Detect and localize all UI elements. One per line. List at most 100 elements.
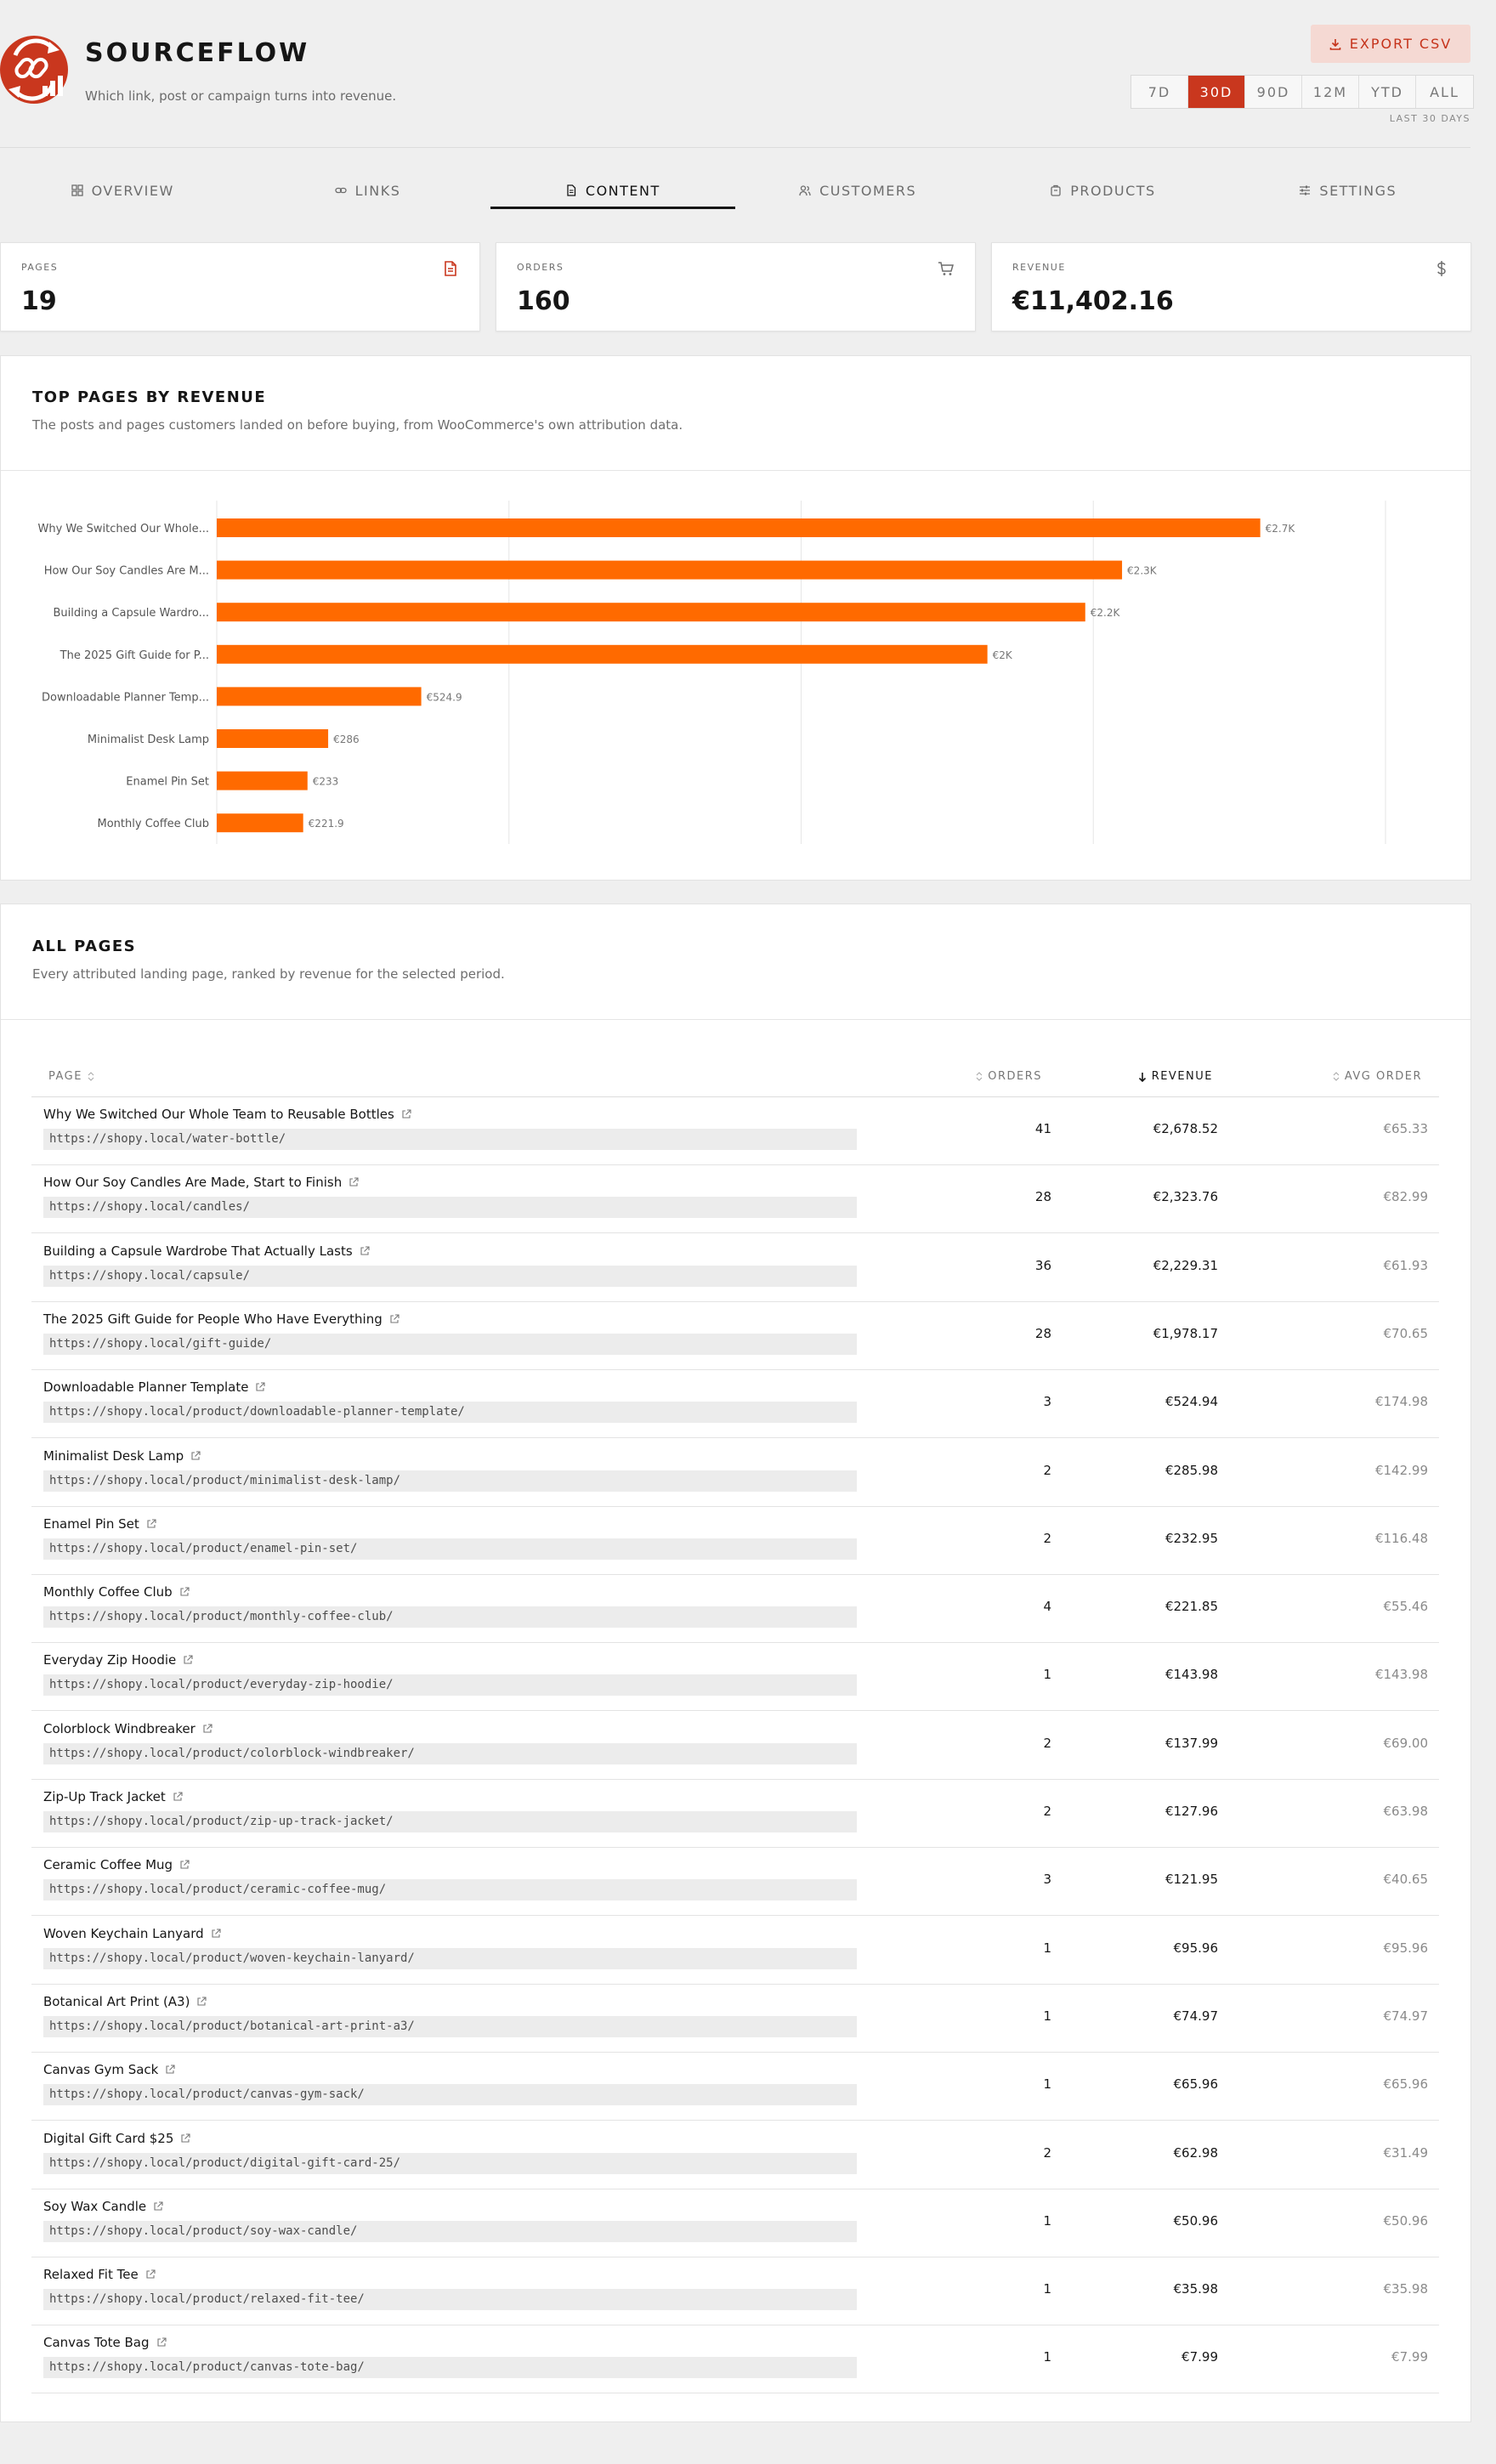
range-30d[interactable]: 30D — [1188, 76, 1245, 108]
revenue-cell: €2,323.76 — [1153, 1189, 1218, 1205]
table-row[interactable]: Colorblock Windbreaker https://shopy.loca… — [31, 1712, 1439, 1780]
page-url: https://shopy.local/capsule/ — [43, 1265, 857, 1287]
external-link-icon[interactable] — [165, 2065, 175, 2075]
page-title-link[interactable]: Zip-Up Track Jacket — [43, 1789, 183, 1804]
external-link-icon[interactable] — [173, 1792, 183, 1802]
column-orders-header[interactable]: ORDERS — [976, 1070, 1042, 1083]
external-link-icon[interactable] — [360, 1246, 370, 1256]
page-title-link[interactable]: Ceramic Coffee Mug — [43, 1857, 190, 1872]
table-row[interactable]: Relaxed Fit Tee https://shopy.local/produ… — [31, 2257, 1439, 2326]
chart-category-label: Downloadable Planner Temp... — [42, 691, 209, 704]
page-title: Why We Switched Our Whole Team to Reusab… — [43, 1107, 394, 1122]
table-row[interactable]: Ceramic Coffee Mug https://shopy.local/pr… — [31, 1848, 1439, 1917]
external-link-icon[interactable] — [401, 1109, 411, 1119]
table-row[interactable]: Zip-Up Track Jacket https://shopy.local/p… — [31, 1780, 1439, 1848]
external-link-icon[interactable] — [202, 1724, 212, 1734]
range-caption: LAST 30 DAYS — [1389, 113, 1470, 124]
table-row[interactable]: Digital Gift Card $25 https://shopy.local… — [31, 2121, 1439, 2189]
page-title: Minimalist Desk Lamp — [43, 1447, 184, 1464]
tab-settings[interactable]: SETTINGS — [1226, 170, 1470, 211]
page-title-link[interactable]: Everyday Zip Hoodie — [43, 1652, 193, 1668]
external-link-icon[interactable] — [179, 1860, 190, 1870]
column-avg-order-header[interactable]: AVG ORDER — [1333, 1070, 1422, 1083]
page-title-link[interactable]: Soy Wax Candle — [43, 2199, 163, 2214]
page-url: https://shopy.local/product/monthly-coff… — [43, 1606, 857, 1629]
chart-category-label: Why We Switched Our Whole... — [37, 523, 209, 535]
orders-cell: 28 — [1034, 1325, 1051, 1341]
tab-content[interactable]: CONTENT — [490, 170, 736, 211]
table-row[interactable]: Enamel Pin Set https://shopy.local/produc… — [31, 1507, 1439, 1575]
tab-overview[interactable]: OVERVIEW — [0, 170, 245, 211]
page-title-link[interactable]: Relaxed Fit Tee — [43, 2267, 156, 2282]
page-title-link[interactable]: Botanical Art Print (A3) — [43, 1994, 207, 2009]
table-row[interactable]: Woven Keychain Lanyard https://shopy.loca… — [31, 1917, 1439, 1985]
table-row[interactable]: Everyday Zip Hoodie https://shopy.local/p… — [31, 1643, 1439, 1712]
external-link-icon[interactable] — [180, 2133, 190, 2144]
table-row[interactable]: Canvas Tote Bag https://shopy.local/produ… — [31, 2325, 1439, 2394]
tab-settings-label: SETTINGS — [1319, 182, 1397, 199]
external-link-icon[interactable] — [179, 1587, 190, 1597]
avg-order-cell: €7.99 — [1391, 2349, 1428, 2365]
range-7d[interactable]: 7D — [1131, 76, 1188, 108]
chart-bar — [217, 813, 303, 833]
kpi-orders-label: ORDERS — [517, 262, 564, 273]
page-title-link[interactable]: Monthly Coffee Club — [43, 1584, 190, 1600]
table-row[interactable]: How Our Soy Candles Are Made, Start to F… — [31, 1165, 1439, 1234]
tab-customers[interactable]: CUSTOMERS — [735, 170, 980, 211]
column-revenue-header[interactable]: REVENUE — [1138, 1070, 1213, 1083]
page-title-link[interactable]: Woven Keychain Lanyard — [43, 1926, 221, 1941]
table-row[interactable]: Minimalist Desk Lamp https://shopy.local/… — [31, 1439, 1439, 1507]
page-title-link[interactable]: Why We Switched Our Whole Team to Reusab… — [43, 1107, 411, 1122]
revenue-cell: €50.96 — [1173, 2212, 1219, 2229]
external-link-icon[interactable] — [190, 1450, 201, 1461]
page-title: Everyday Zip Hoodie — [43, 1652, 177, 1668]
avg-order-cell: €174.98 — [1374, 1394, 1428, 1410]
kpi-pages-value: 19 — [21, 286, 57, 316]
page-url: https://shopy.local/product/woven-keycha… — [43, 1947, 857, 1969]
external-link-icon[interactable] — [145, 2269, 156, 2280]
external-link-icon[interactable] — [389, 1314, 400, 1324]
table-row[interactable]: Soy Wax Candle https://shopy.local/produc… — [31, 2189, 1439, 2257]
orders-cell: 1 — [1043, 2212, 1051, 2229]
table-row[interactable]: The 2025 Gift Guide for People Who Have … — [31, 1302, 1439, 1370]
range-ytd[interactable]: YTD — [1359, 76, 1416, 108]
tab-products[interactable]: PRODUCTS — [980, 170, 1225, 211]
table-row[interactable]: Downloadable Planner Template https://sho… — [31, 1370, 1439, 1439]
revenue-cell: €35.98 — [1173, 2281, 1219, 2297]
tab-links[interactable]: LINKS — [245, 170, 490, 211]
external-link-icon[interactable] — [156, 2337, 167, 2348]
column-page-header[interactable]: PAGE — [48, 1070, 94, 1083]
page-title-link[interactable]: Digital Gift Card $25 — [43, 2131, 190, 2146]
chart-category-label: The 2025 Gift Guide for P... — [60, 649, 209, 662]
external-link-icon[interactable] — [211, 1929, 221, 1939]
table-row[interactable]: Why We Switched Our Whole Team to Reusab… — [31, 1097, 1439, 1165]
external-link-icon[interactable] — [146, 1519, 156, 1529]
page-title-link[interactable]: How Our Soy Candles Are Made, Start to F… — [43, 1175, 359, 1190]
external-link-icon[interactable] — [196, 1997, 207, 2007]
page-title-link[interactable]: Canvas Gym Sack — [43, 2062, 175, 2077]
table-row[interactable]: Monthly Coffee Club https://shopy.local/p… — [31, 1575, 1439, 1644]
table-row[interactable]: Canvas Gym Sack https://shopy.local/produ… — [31, 2053, 1439, 2121]
external-link-icon[interactable] — [255, 1382, 266, 1392]
orders-cell: 4 — [1043, 1599, 1051, 1615]
page-title-link[interactable]: Canvas Tote Bag — [43, 2335, 167, 2350]
revenue-cell: €65.96 — [1173, 2076, 1219, 2093]
range-90d[interactable]: 90D — [1245, 76, 1302, 108]
external-link-icon[interactable] — [348, 1177, 359, 1187]
chart-category-label: Minimalist Desk Lamp — [88, 734, 209, 746]
table-row[interactable]: Botanical Art Print (A3) https://shopy.lo… — [31, 1985, 1439, 2053]
brand-tagline: Which link, post or campaign turns into … — [85, 88, 397, 104]
page-title-link[interactable]: Enamel Pin Set — [43, 1516, 156, 1532]
page-title-link[interactable]: Colorblock Windbreaker — [43, 1721, 212, 1736]
page-title-link[interactable]: Minimalist Desk Lamp — [43, 1448, 201, 1464]
table-row[interactable]: Building a Capsule Wardrobe That Actuall… — [31, 1234, 1439, 1302]
range-all[interactable]: ALL — [1430, 83, 1459, 100]
export-csv-button[interactable]: EXPORT CSV — [1311, 25, 1470, 63]
page-title-link[interactable]: The 2025 Gift Guide for People Who Have … — [43, 1311, 400, 1327]
range-12m[interactable]: 12M — [1302, 76, 1359, 108]
page-title-link[interactable]: Building a Capsule Wardrobe That Actuall… — [43, 1243, 370, 1259]
page-url: https://shopy.local/gift-guide/ — [43, 1333, 857, 1355]
external-link-icon[interactable] — [183, 1655, 193, 1665]
page-title-link[interactable]: Downloadable Planner Template — [43, 1379, 266, 1395]
external-link-icon[interactable] — [153, 2201, 163, 2212]
